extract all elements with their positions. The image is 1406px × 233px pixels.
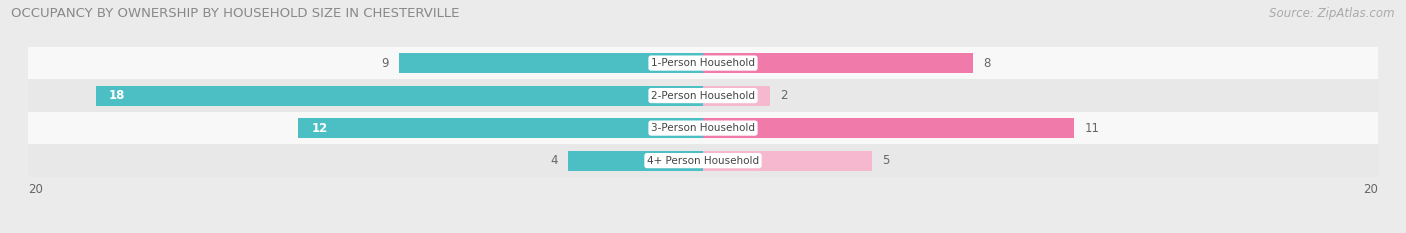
Text: 2: 2: [780, 89, 789, 102]
Text: 18: 18: [110, 89, 125, 102]
Text: 12: 12: [312, 122, 328, 135]
Bar: [568, 151, 703, 171]
Text: 8: 8: [983, 57, 990, 70]
Text: 20: 20: [28, 183, 44, 196]
Legend: Owner-occupied, Renter-occupied: Owner-occupied, Renter-occupied: [579, 230, 827, 233]
Text: 20: 20: [1362, 183, 1378, 196]
Text: OCCUPANCY BY OWNERSHIP BY HOUSEHOLD SIZE IN CHESTERVILLE: OCCUPANCY BY OWNERSHIP BY HOUSEHOLD SIZE…: [11, 7, 460, 20]
Bar: [703, 86, 770, 106]
Text: 9: 9: [381, 57, 389, 70]
Text: 4: 4: [550, 154, 558, 167]
Bar: [298, 118, 703, 138]
Bar: [399, 53, 703, 73]
Text: 4+ Person Household: 4+ Person Household: [647, 156, 759, 166]
Bar: [703, 151, 872, 171]
Bar: [96, 86, 703, 106]
Text: 5: 5: [882, 154, 889, 167]
Bar: [28, 112, 1378, 144]
Text: Source: ZipAtlas.com: Source: ZipAtlas.com: [1270, 7, 1395, 20]
Text: 2-Person Household: 2-Person Household: [651, 91, 755, 101]
Bar: [703, 53, 973, 73]
Bar: [28, 144, 1378, 177]
Bar: [28, 79, 1378, 112]
Bar: [703, 118, 1074, 138]
Text: 3-Person Household: 3-Person Household: [651, 123, 755, 133]
Text: 1-Person Household: 1-Person Household: [651, 58, 755, 68]
Text: 11: 11: [1084, 122, 1099, 135]
Bar: [28, 47, 1378, 79]
